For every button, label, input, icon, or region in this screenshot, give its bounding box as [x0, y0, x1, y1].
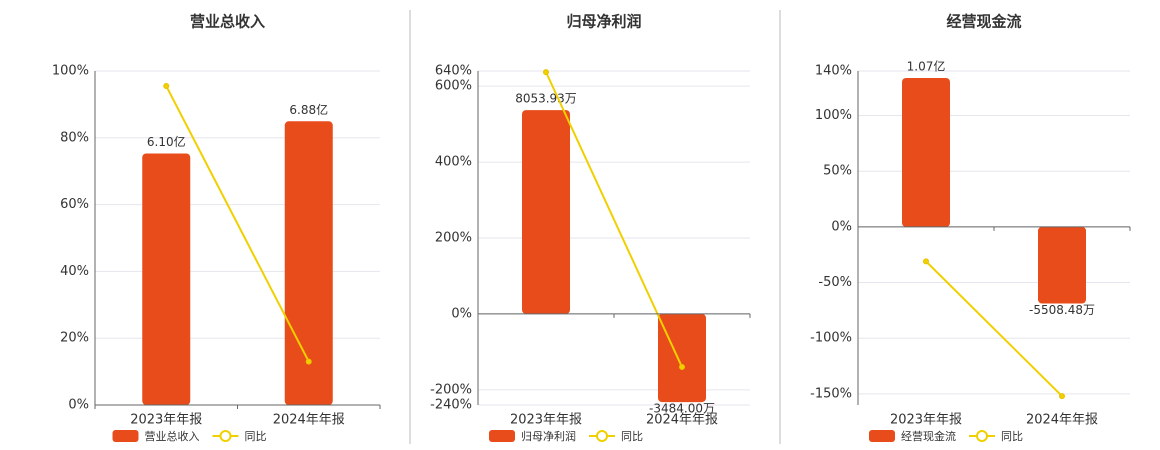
- line: [165, 85, 310, 363]
- bar: [902, 77, 950, 227]
- value-label: 6.88亿: [289, 102, 328, 117]
- x-tick-label: 2023年年报: [510, 413, 582, 428]
- line: [545, 71, 683, 368]
- legend-label: 营业总收入: [145, 429, 200, 443]
- value-label: -3484.00万: [649, 402, 715, 416]
- chart-title: 经营现金流: [946, 13, 1021, 31]
- value-label: 8053.93万: [515, 92, 577, 106]
- legend-label: 经营现金流: [901, 429, 956, 443]
- value-label: 6.10亿: [147, 134, 186, 149]
- legend-marker: [219, 430, 232, 442]
- bar: [522, 110, 570, 314]
- legend-label: 同比: [621, 430, 643, 443]
- bar: [284, 121, 333, 405]
- legend-label: 同比: [1001, 430, 1023, 443]
- chart-title: 营业总收入: [190, 13, 265, 31]
- y-tick-label: 600%: [435, 79, 472, 94]
- y-tick-label: -150%: [810, 386, 852, 401]
- x-tick-label: 2024年年报: [646, 413, 718, 428]
- legend-marker: [976, 430, 988, 442]
- chart-title: 归母净利润: [566, 13, 641, 31]
- point: [543, 69, 549, 76]
- legend-marker: [596, 430, 608, 442]
- legend-label: 同比: [245, 430, 267, 443]
- y-tick-label: 100%: [815, 108, 852, 123]
- y-tick-label: 0%: [68, 398, 89, 413]
- x-tick-label: 2024年年报: [273, 413, 345, 428]
- y-tick-label: 80%: [60, 130, 89, 145]
- y-tick-label: 0%: [451, 306, 472, 321]
- legend-swatch: [112, 430, 139, 442]
- y-tick-label: 50%: [823, 164, 852, 179]
- point: [679, 364, 685, 371]
- y-tick-label: 20%: [60, 331, 89, 346]
- y-tick-label: 400%: [435, 155, 472, 170]
- x-tick-label: 2023年年报: [890, 413, 962, 428]
- legend-label: 归母净利润: [521, 429, 576, 443]
- y-tick-label: 200%: [435, 231, 472, 246]
- y-tick-label: -100%: [810, 331, 852, 346]
- y-tick-label: -240%: [430, 398, 472, 413]
- y-tick-label: 40%: [60, 264, 89, 279]
- y-tick-label: -50%: [818, 275, 852, 290]
- point: [305, 358, 312, 365]
- bar: [658, 313, 706, 403]
- y-tick-label: 0%: [831, 219, 852, 234]
- bar: [142, 153, 191, 405]
- y-tick-label: 140%: [815, 64, 852, 79]
- x-tick-label: 2023年年报: [130, 413, 202, 428]
- point: [923, 258, 929, 265]
- line: [925, 260, 1063, 397]
- point: [1059, 393, 1065, 400]
- y-tick-label: -200%: [430, 382, 472, 397]
- y-tick-label: 100%: [52, 64, 89, 79]
- point: [163, 83, 170, 90]
- y-tick-label: 640%: [435, 64, 472, 79]
- x-tick-label: 2024年年报: [1026, 413, 1098, 428]
- value-label: -5508.48万: [1029, 303, 1095, 317]
- legend-swatch: [489, 430, 515, 442]
- bar: [1038, 226, 1086, 304]
- value-label: 1.07亿: [907, 58, 946, 73]
- y-tick-label: 60%: [60, 197, 89, 212]
- legend-swatch: [869, 430, 895, 442]
